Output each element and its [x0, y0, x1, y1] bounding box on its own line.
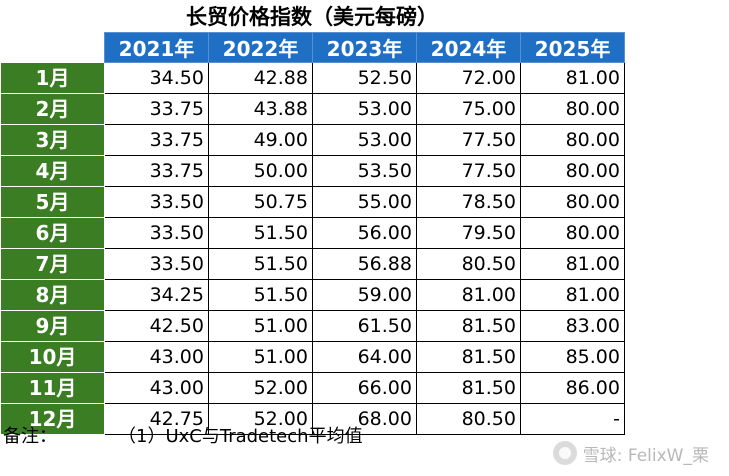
price-cell: 81.00 — [520, 248, 625, 280]
price-cell: 51.00 — [208, 310, 313, 342]
year-header: 2022年 — [208, 32, 313, 63]
price-cell: 56.88 — [312, 248, 417, 280]
watermark: 雪球: FelixW_栗 — [552, 440, 709, 466]
price-cell: 81.50 — [416, 372, 521, 404]
year-header: 2023年 — [312, 32, 417, 63]
price-cell: 64.00 — [312, 341, 417, 373]
table-row: 3月 33.75 49.00 53.00 77.50 80.00 — [0, 124, 625, 156]
price-cell: 80.00 — [520, 155, 625, 187]
footnote-label: 备注： — [3, 426, 57, 447]
price-cell: 51.50 — [208, 279, 313, 311]
xueqiu-logo-icon — [552, 441, 577, 465]
price-cell: 75.00 — [416, 93, 521, 125]
price-cell: 78.50 — [416, 186, 521, 218]
year-header: 2024年 — [416, 32, 521, 63]
month-label: 5月 — [0, 186, 105, 218]
price-cell: 43.00 — [104, 341, 209, 373]
table-row: 1月 34.50 42.88 52.50 72.00 81.00 — [0, 62, 625, 94]
price-cell: 50.75 — [208, 186, 313, 218]
price-cell: 33.50 — [104, 248, 209, 280]
table-row: 10月 43.00 51.00 64.00 81.50 85.00 — [0, 341, 625, 373]
table-row: 8月 34.25 51.50 59.00 81.00 81.00 — [0, 279, 625, 311]
price-cell: 53.00 — [312, 124, 417, 156]
price-cell: 85.00 — [520, 341, 625, 373]
table-row: 2月 33.75 43.88 53.00 75.00 80.00 — [0, 93, 625, 125]
price-cell: 59.00 — [312, 279, 417, 311]
price-cell: 81.00 — [520, 62, 625, 94]
price-cell: 43.88 — [208, 93, 313, 125]
table-row: 9月 42.50 51.00 61.50 81.50 83.00 — [0, 310, 625, 342]
footnote-text: （1）UxC与Tradetech平均值 — [118, 426, 363, 447]
price-cell: 79.50 — [416, 217, 521, 249]
price-cell: 33.75 — [104, 93, 209, 125]
price-cell: 33.50 — [104, 186, 209, 218]
year-header-row: 2021年 2022年 2023年 2024年 2025年 — [0, 32, 625, 63]
year-header: 2025年 — [520, 32, 625, 63]
month-label: 3月 — [0, 124, 105, 156]
price-cell: 80.50 — [416, 248, 521, 280]
watermark-text: 雪球: FelixW_栗 — [582, 445, 709, 466]
price-cell: 33.50 — [104, 217, 209, 249]
table-row: 6月 33.50 51.50 56.00 79.50 80.00 — [0, 217, 625, 249]
header-corner — [0, 32, 105, 63]
month-label: 2月 — [0, 93, 105, 125]
price-cell: 81.50 — [416, 341, 521, 373]
price-cell: 51.00 — [208, 341, 313, 373]
price-cell: 50.00 — [208, 155, 313, 187]
price-cell: 80.00 — [520, 186, 625, 218]
price-cell: 66.00 — [312, 372, 417, 404]
table-row: 7月 33.50 51.50 56.88 80.50 81.00 — [0, 248, 625, 280]
price-cell: 80.50 — [416, 403, 521, 435]
price-cell: 53.00 — [312, 93, 417, 125]
price-cell: 52.50 — [312, 62, 417, 94]
price-cell: 83.00 — [520, 310, 625, 342]
price-cell: 56.00 — [312, 217, 417, 249]
table-title: 长贸价格指数（美元每磅） — [186, 5, 438, 29]
month-label: 6月 — [0, 217, 105, 249]
price-cell: 80.00 — [520, 124, 625, 156]
price-cell: - — [520, 403, 625, 435]
price-cell: 42.88 — [208, 62, 313, 94]
price-cell: 33.75 — [104, 124, 209, 156]
month-label: 10月 — [0, 341, 105, 373]
price-cell: 86.00 — [520, 372, 625, 404]
table-body: 1月 34.50 42.88 52.50 72.00 81.00 2月 33.75 43.88 5… — [0, 62, 625, 435]
price-cell: 51.50 — [208, 248, 313, 280]
month-label: 1月 — [0, 62, 105, 94]
table-row: 5月 33.50 50.75 55.00 78.50 80.00 — [0, 186, 625, 218]
price-cell: 81.00 — [416, 279, 521, 311]
price-index-table: 2021年 2022年 2023年 2024年 2025年 1月 34.50 42.… — [0, 32, 625, 435]
price-cell: 51.50 — [208, 217, 313, 249]
price-cell: 68.00 — [312, 403, 417, 435]
price-cell: 80.00 — [520, 93, 625, 125]
month-label: 7月 — [0, 248, 105, 280]
price-cell: 53.50 — [312, 155, 417, 187]
table-row: 12月 42.75 52.00 68.00 80.50- — [0, 403, 625, 435]
price-cell: 34.25 — [104, 279, 209, 311]
price-cell: 33.75 — [104, 155, 209, 187]
month-label: 12月 — [0, 403, 105, 435]
price-cell: 34.50 — [104, 62, 209, 94]
price-cell: 81.50 — [416, 310, 521, 342]
year-header: 2021年 — [104, 32, 209, 63]
price-cell: 77.50 — [416, 124, 521, 156]
price-cell: 72.00 — [416, 62, 521, 94]
month-label: 8月 — [0, 279, 105, 311]
price-cell: 43.00 — [104, 372, 209, 404]
price-cell: 52.00 — [208, 372, 313, 404]
price-cell: 42.50 — [104, 310, 209, 342]
price-cell: 61.50 — [312, 310, 417, 342]
price-cell: 77.50 — [416, 155, 521, 187]
table-row: 11月 43.00 52.00 66.00 81.50 86.00 — [0, 372, 625, 404]
price-cell: 49.00 — [208, 124, 313, 156]
table-row: 4月 33.75 50.00 53.50 77.50 80.00 — [0, 155, 625, 187]
price-cell: 80.00 — [520, 217, 625, 249]
month-label: 4月 — [0, 155, 105, 187]
month-label: 9月 — [0, 310, 105, 342]
price-cell: 81.00 — [520, 279, 625, 311]
price-cell: 55.00 — [312, 186, 417, 218]
month-label: 11月 — [0, 372, 105, 404]
